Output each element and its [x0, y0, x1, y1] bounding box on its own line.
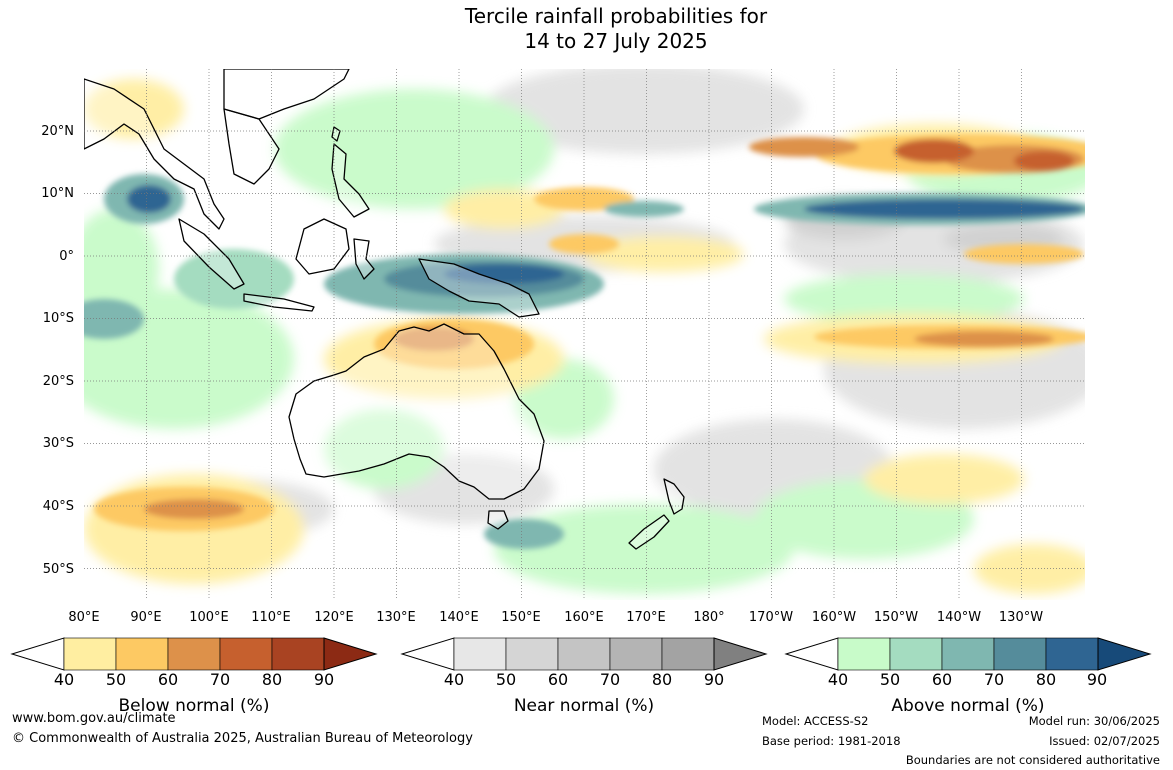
colorbar-below-tick-70: 70: [209, 670, 231, 689]
colorbar-near-tick-50: 50: [495, 670, 517, 689]
lon-label-130w: 130°W: [998, 610, 1044, 625]
lat-label-30s: 30°S: [42, 436, 74, 451]
map-title: Tercile rainfall probabilities for 14 to…: [0, 4, 1173, 54]
map-title-line-2: 14 to 27 July 2025: [524, 29, 708, 53]
new-zealand-north-outline: [663, 478, 685, 515]
colorbar-below-normal-swatches: [10, 637, 378, 671]
colorbar-above-tick-40: 40: [827, 670, 849, 689]
colorbar-near-swatch-0: [453, 637, 507, 671]
colorbar-above-swatch-2: [941, 637, 995, 671]
model-run-info: Model run: 30/06/2025: [1028, 714, 1160, 728]
new-guinea-outline: [418, 258, 540, 318]
colorbar-above-swatch-3: [993, 637, 1047, 671]
colorbar-below-swatch-3: [219, 637, 273, 671]
lon-label-180: 180°: [693, 610, 725, 625]
lon-label-170e: 170°E: [626, 610, 666, 625]
lat-label-20n: 20°N: [41, 124, 74, 139]
probability-map: [84, 69, 1085, 600]
colorbar-above-normal-swatches: [784, 637, 1152, 671]
colorbar-below-normal: [10, 637, 378, 671]
lon-label-80e: 80°E: [68, 610, 100, 625]
colorbar-above-title: Above normal (%): [891, 696, 1045, 716]
colorbar-above-tick-80: 80: [1035, 670, 1057, 689]
map-title-line-1: Tercile rainfall probabilities for: [464, 4, 768, 28]
colorbar-near-swatch-2: [557, 637, 611, 671]
colorbar-below-swatch-2: [167, 637, 221, 671]
colorbar-below-tick-50: 50: [105, 670, 127, 689]
taiwan-outline: [331, 126, 341, 142]
colorbar-above-tick-70: 70: [983, 670, 1005, 689]
new-zealand-south-outline: [628, 514, 670, 550]
australia-outline: [288, 323, 545, 500]
lat-label-0: 0°: [59, 249, 74, 264]
colorbar-near-swatch-4: [661, 637, 715, 671]
colorbar-below-tick-40: 40: [53, 670, 75, 689]
colorbar-above-swatch-4: [1045, 637, 1099, 671]
lon-label-140w: 140°W: [936, 610, 982, 625]
website-link[interactable]: www.bom.gov.au/climate: [12, 711, 176, 726]
model-info: Model: ACCESS-S2: [762, 714, 869, 728]
lat-label-20s: 20°S: [42, 374, 74, 389]
lon-label-90e: 90°E: [130, 610, 162, 625]
lon-label-130e: 130°E: [376, 610, 416, 625]
colorbar-near-title: Near normal (%): [513, 696, 655, 716]
lat-label-50s: 50°S: [42, 562, 74, 577]
tasmania-outline: [487, 510, 509, 530]
graticule: [84, 69, 1085, 600]
colorbar-below-title: Below normal (%): [118, 696, 270, 716]
colorbar-above-swatch-0: [837, 637, 891, 671]
colorbar-near-normal: [400, 637, 768, 671]
colorbar-below-swatch-5: [323, 637, 378, 671]
colorbar-above-tick-60: 60: [931, 670, 953, 689]
lon-label-160w: 160°W: [811, 610, 857, 625]
colorbar-below-swatch-1: [115, 637, 169, 671]
borneo-outline: [295, 218, 350, 275]
copyright-text: © Commonwealth of Australia 2025, Austra…: [12, 731, 473, 746]
lon-label-170w: 170°W: [748, 610, 794, 625]
map-canvas: [84, 69, 1085, 600]
philippines-outline: [331, 143, 370, 218]
lon-label-160e: 160°E: [564, 610, 604, 625]
colorbar-below-tick-60: 60: [157, 670, 179, 689]
lon-label-110e: 110°E: [251, 610, 291, 625]
lon-label-120e: 120°E: [314, 610, 354, 625]
asia-mainland-outline: [84, 78, 225, 230]
base-period-info: Base period: 1981-2018: [762, 734, 901, 748]
lat-label-40s: 40°S: [42, 499, 74, 514]
colorbar-near-tick-40: 40: [443, 670, 465, 689]
colorbar-near-swatch-1: [505, 637, 559, 671]
colorbar-near-swatch-5: [713, 637, 768, 671]
colorbar-below-tick-90: 90: [313, 670, 335, 689]
colorbar-near-tick-80: 80: [651, 670, 673, 689]
issued-info: Issued: 02/07/2025: [1049, 734, 1160, 748]
lat-label-10s: 10°S: [42, 311, 74, 326]
colorbar-near-normal-swatches: [400, 637, 768, 671]
sumatra-outline: [178, 218, 245, 290]
lon-label-140e: 140°E: [439, 610, 479, 625]
lon-label-150w: 150°W: [873, 610, 919, 625]
colorbar-near-tick-60: 60: [547, 670, 569, 689]
colorbar-above-tick-50: 50: [879, 670, 901, 689]
colorbar-near-tick-90: 90: [703, 670, 725, 689]
colorbar-near-tick-70: 70: [599, 670, 621, 689]
lon-label-100e: 100°E: [189, 610, 229, 625]
china-coast-outline: [223, 69, 350, 120]
boundaries-disclaimer: Boundaries are not considered authoritat…: [905, 753, 1160, 767]
lon-label-150e: 150°E: [501, 610, 541, 625]
colorbar-above-normal: [784, 637, 1152, 671]
colorbar-above-swatch-5: [1097, 637, 1152, 671]
colorbar-above-swatch-1: [889, 637, 943, 671]
land-outlines: [84, 69, 685, 550]
indochina-outline: [223, 108, 280, 185]
colorbar-near-swatch-3: [609, 637, 663, 671]
lat-label-10n: 10°N: [41, 186, 74, 201]
colorbar-below-swatch-4: [271, 637, 325, 671]
java-outline: [243, 293, 315, 312]
colorbar-above-tick-90: 90: [1086, 670, 1108, 689]
sulawesi-outline: [353, 238, 375, 280]
colorbar-below-swatch-0: [63, 637, 117, 671]
colorbar-below-tick-80: 80: [261, 670, 283, 689]
probability-shading: [84, 69, 1085, 594]
